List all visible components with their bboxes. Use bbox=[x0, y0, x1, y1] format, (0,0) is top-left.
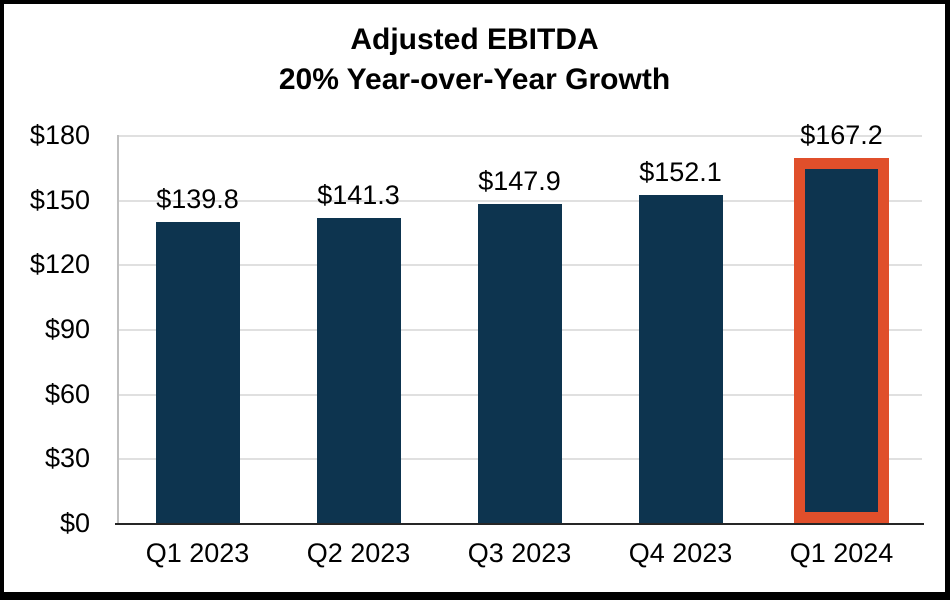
bar bbox=[638, 195, 723, 523]
bar-highlighted bbox=[794, 157, 889, 523]
bar-data-label: $141.3 bbox=[317, 180, 400, 211]
y-tick-label: $0 bbox=[59, 508, 90, 538]
bar-data-label: $147.9 bbox=[478, 166, 561, 197]
plot-area: $139.8 $141.3 $147.9 $152.1 $167.2 bbox=[115, 120, 924, 525]
x-tick-label: Q1 2023 bbox=[145, 538, 250, 568]
x-tick-label: Q3 2023 bbox=[467, 538, 572, 568]
y-tick-label: $150 bbox=[29, 184, 90, 215]
bar bbox=[155, 221, 240, 523]
bar-data-label: $152.1 bbox=[639, 157, 722, 188]
y-axis-line bbox=[117, 135, 119, 523]
bar-data-label: $139.8 bbox=[156, 183, 239, 214]
gridline bbox=[117, 135, 922, 137]
x-tick-label: Q2 2023 bbox=[306, 538, 411, 568]
chart-subtitle: 20% Year-over-Year Growth bbox=[278, 63, 671, 96]
x-tick-label: Q4 2023 bbox=[628, 538, 733, 568]
y-tick-label: $180 bbox=[29, 120, 90, 150]
bar bbox=[477, 204, 562, 523]
y-tick-label: $30 bbox=[44, 443, 90, 474]
chart-title-block: Adjusted EBITDA 20% Year-over-Year Growt… bbox=[4, 20, 945, 100]
chart-title: Adjusted EBITDA bbox=[350, 23, 599, 56]
gridline bbox=[117, 199, 922, 202]
y-tick-label: $60 bbox=[44, 378, 90, 409]
x-axis-line bbox=[115, 523, 924, 525]
bar-data-label: $167.2 bbox=[800, 119, 883, 150]
x-tick-label: Q1 2024 bbox=[789, 538, 894, 568]
y-tick-label: $120 bbox=[29, 249, 90, 280]
bar bbox=[316, 218, 401, 523]
y-tick-label: $90 bbox=[44, 314, 90, 344]
